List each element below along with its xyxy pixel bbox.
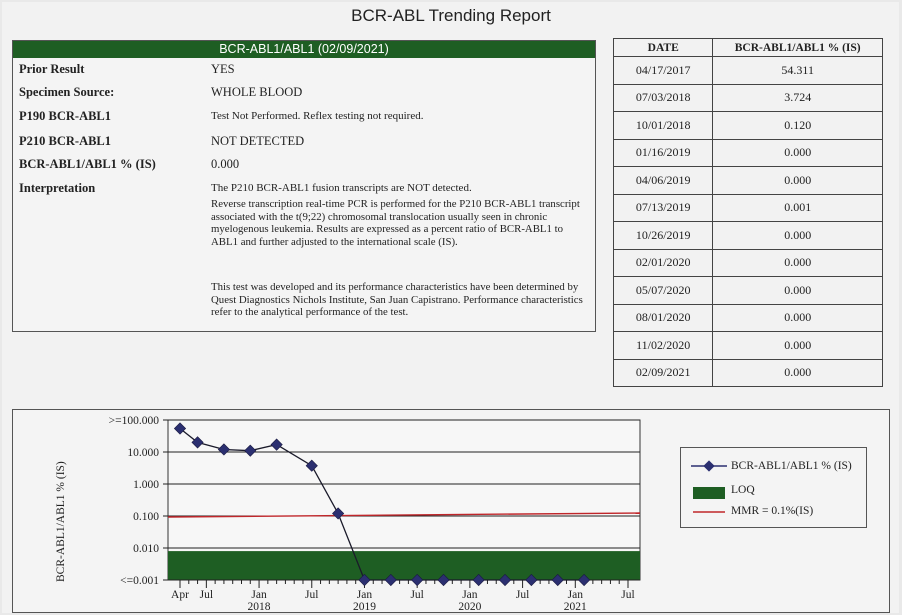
data-point <box>384 573 397 587</box>
p210-label: P210 BCR-ABL1 <box>19 134 112 148</box>
history-table: DATE BCR-ABL1/ABL1 % (IS) 04/17/2017 54.3… <box>612 38 883 387</box>
ratio-cell: 0.000 <box>712 248 883 277</box>
prior-result-value: YES <box>211 62 235 76</box>
x-year-label: 2020 <box>458 601 481 613</box>
date-cell: 10/26/2019 <box>612 221 714 250</box>
disclaimer-paragraph: This test was developed and its performa… <box>211 281 583 319</box>
table-row: 07/03/2018 3.724 <box>612 83 883 112</box>
table-row: 05/07/2020 0.000 <box>612 276 883 305</box>
table-row: 02/01/2020 0.000 <box>612 248 883 277</box>
x-year-label: 2019 <box>353 601 376 613</box>
data-point <box>173 422 187 435</box>
mmr-line <box>167 512 641 518</box>
interpretation-label: Interpretation <box>19 181 96 195</box>
legend-series-label: BCR-ABL1/ABL1 % (IS) <box>731 460 852 472</box>
data-point <box>217 443 231 456</box>
table-row: 01/16/2019 0.000 <box>612 138 883 167</box>
legend-loq-swatch <box>693 487 725 499</box>
date-cell: 02/09/2021 <box>612 358 714 387</box>
date-cell: 07/03/2018 <box>612 83 714 112</box>
x-year-label: 2018 <box>248 601 271 613</box>
series-line <box>179 427 585 581</box>
ratio-cell: 0.000 <box>712 138 883 167</box>
result-panel: BCR-ABL1/ABL1 (02/09/2021) Prior Result … <box>12 40 596 332</box>
ratio-cell: 0.000 <box>712 276 883 305</box>
specimen-source-label: Specimen Source: <box>19 85 115 99</box>
x-tick-label: Jan <box>251 589 267 601</box>
data-point <box>472 573 485 587</box>
specimen-source-value: WHOLE BLOOD <box>211 85 303 99</box>
data-point <box>191 436 204 449</box>
method-paragraph: Reverse transcription real-time PCR is p… <box>211 198 580 248</box>
x-tick-label: Jan <box>568 589 584 601</box>
loq-band <box>168 551 640 580</box>
table-row: 10/01/2018 0.120 <box>612 111 883 140</box>
ratio-cell: 0.000 <box>712 358 883 387</box>
data-point <box>244 444 257 457</box>
data-point <box>577 573 591 587</box>
date-cell: 01/16/2019 <box>612 138 714 167</box>
date-cell: 10/01/2018 <box>612 111 714 140</box>
date-column-header: DATE <box>612 38 714 57</box>
x-tick-label: Jul <box>305 589 318 601</box>
table-row: 04/06/2019 0.000 <box>612 166 883 195</box>
x-tick-label: Jan <box>357 589 373 601</box>
ratio-cell: 0.000 <box>712 221 883 250</box>
data-point <box>525 573 538 587</box>
data-point <box>305 459 318 472</box>
ratio-column-header: BCR-ABL1/ABL1 % (IS) <box>712 38 883 57</box>
x-tick-label: Jul <box>516 589 529 601</box>
table-row: 10/26/2019 0.000 <box>612 221 883 250</box>
x-tick-label: Jan <box>462 589 478 601</box>
y-tick-label: 0.010 <box>133 543 159 555</box>
interpretation-value: The P210 BCR-ABL1 fusion transcripts are… <box>211 182 472 194</box>
x-tick-label: Jul <box>410 589 423 601</box>
history-header-row: DATE BCR-ABL1/ABL1 % (IS) <box>612 38 883 57</box>
legend-series-swatch <box>691 460 727 472</box>
data-point <box>411 573 424 587</box>
data-point <box>358 573 371 587</box>
date-cell: 04/17/2017 <box>612 56 714 85</box>
prior-result-label: Prior Result <box>19 62 85 76</box>
chart-legend: BCR-ABL1/ABL1 % (IS) LOQ MMR = 0.1%(IS) <box>680 447 867 528</box>
report-title: BCR-ABL Trending Report <box>351 6 551 25</box>
ratio-label: BCR-ABL1/ABL1 % (IS) <box>19 157 156 171</box>
y-tick-label: >=100.000 <box>109 415 160 427</box>
table-row: 02/09/2021 0.000 <box>612 358 883 387</box>
data-point <box>498 573 512 587</box>
legend-mmr-swatch <box>693 511 725 513</box>
ratio-cell: 0.120 <box>712 111 883 140</box>
data-point <box>270 438 283 451</box>
data-point <box>332 507 345 520</box>
y-tick-label: <=0.001 <box>120 575 159 587</box>
date-cell: 02/01/2020 <box>612 248 714 277</box>
date-cell: 05/07/2020 <box>612 276 714 305</box>
legend-mmr-label: MMR = 0.1%(IS) <box>731 505 814 517</box>
date-cell: 07/13/2019 <box>612 193 714 222</box>
y-tick-label: 1.000 <box>133 479 159 491</box>
ratio-cell: 0.001 <box>712 193 883 222</box>
y-tick-label: 0.100 <box>133 511 159 523</box>
x-tick-label: Apr <box>171 589 189 601</box>
p190-value: Test Not Performed. Reflex testing not r… <box>211 110 424 122</box>
table-row: 07/13/2019 0.001 <box>612 193 883 222</box>
p210-value: NOT DETECTED <box>211 134 305 148</box>
date-cell: 04/06/2019 <box>612 166 714 195</box>
result-header: BCR-ABL1/ABL1 (02/09/2021) <box>13 41 595 58</box>
x-year-label: 2021 <box>564 601 587 613</box>
ratio-value: 0.000 <box>211 157 240 171</box>
x-tick-label: Jul <box>621 589 634 601</box>
p190-label: P190 BCR-ABL1 <box>19 109 112 123</box>
data-point <box>437 573 450 587</box>
data-point <box>551 573 564 587</box>
x-tick-label: Jul <box>200 589 213 601</box>
legend-loq-label: LOQ <box>731 484 755 496</box>
ratio-cell: 0.000 <box>712 166 883 195</box>
y-tick-label: 10.000 <box>127 447 159 459</box>
